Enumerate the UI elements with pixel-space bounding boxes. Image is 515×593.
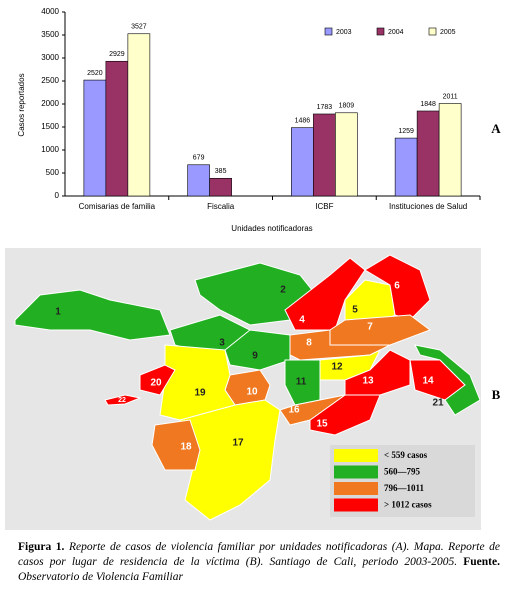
legend-swatch (334, 482, 378, 495)
region-label: 8 (306, 338, 312, 349)
legend-swatch (334, 449, 378, 462)
bar (127, 33, 151, 197)
region-label: 10 (246, 387, 258, 398)
region (14, 289, 171, 341)
y-axis-label: Casos reportados (17, 73, 26, 136)
y-tick-label: 2000 (41, 99, 59, 108)
bar (438, 103, 462, 197)
panel-label: B (492, 387, 501, 402)
region-label: 20 (150, 378, 162, 389)
bar (416, 110, 440, 197)
region (284, 257, 366, 331)
y-tick-label: 2500 (41, 76, 59, 85)
region-label: 22 (118, 397, 126, 404)
y-tick-label: 1000 (41, 145, 59, 154)
bar (209, 177, 232, 197)
value-label: 1783 (317, 104, 333, 111)
region-label: 19 (194, 388, 206, 399)
legend-label: > 1012 casos (384, 500, 432, 510)
region (139, 364, 176, 396)
bar (394, 137, 418, 197)
region (364, 254, 431, 321)
caption: Figura 1. Reporte de casos de violencia … (18, 540, 500, 585)
value-label: 1809 (339, 103, 355, 110)
region-label: 5 (352, 305, 358, 316)
value-label: 3527 (131, 24, 147, 31)
region (414, 344, 481, 416)
bar (313, 113, 336, 197)
bar (187, 164, 210, 197)
region-label: 18 (180, 442, 192, 453)
y-tick-label: 3000 (41, 53, 59, 62)
value-label: 1848 (420, 101, 436, 108)
y-tick-label: 500 (46, 168, 60, 177)
legend-label: 560—795 (384, 467, 421, 477)
x-tick-label: Instituciones de Salud (388, 202, 468, 211)
region (151, 419, 201, 471)
legend-label: 796—1011 (384, 483, 425, 493)
y-tick-label: 4000 (41, 7, 59, 16)
bar (291, 127, 314, 197)
y-tick-label: 0 (55, 191, 60, 200)
region-label: 4 (299, 315, 305, 326)
bar (105, 60, 129, 197)
region-label: 7 (367, 322, 373, 333)
region-label: 17 (232, 438, 244, 449)
region-label: 2 (280, 285, 286, 296)
region-label: 21 (432, 398, 444, 409)
legend-swatch (334, 465, 378, 479)
panel-label: A (491, 121, 501, 136)
region (104, 394, 142, 406)
region-label: 14 (422, 376, 434, 387)
caption-source: Observatorio de Violencia Familiar (18, 571, 183, 583)
map-legend: < 559 casos 560—795 796—1011 > 1012 casos (334, 449, 432, 512)
region-label: 9 (252, 351, 258, 362)
value-label: 2929 (109, 51, 125, 58)
x-tick-label: Fiscalia (207, 202, 235, 211)
region-label: 6 (394, 281, 400, 292)
value-label: 2011 (443, 93, 458, 100)
region (179, 399, 281, 521)
legend-label: 2004 (388, 29, 404, 36)
value-label: 679 (193, 155, 205, 162)
value-label: 1486 (295, 117, 311, 124)
region-label: 15 (316, 419, 328, 430)
legend-swatch (428, 27, 437, 36)
caption-text: Reporte de casos de violencia familiar p… (18, 541, 501, 568)
legend-label: 2003 (336, 29, 352, 36)
x-tick-label: Comisarias de familia (78, 202, 156, 211)
value-label: 1259 (398, 128, 414, 135)
region-label: 1 (55, 307, 61, 318)
region-label: 3 (219, 338, 225, 349)
value-label: 2520 (87, 70, 103, 77)
y-tick-label: 1500 (41, 122, 59, 131)
region-label: 13 (362, 376, 374, 387)
bar (83, 79, 107, 197)
caption-label: Figura 1. (18, 541, 65, 553)
region-label: 11 (296, 377, 307, 388)
region (159, 344, 236, 421)
region (279, 394, 346, 426)
region-label: 12 (331, 362, 343, 373)
legend-label: < 559 casos (384, 450, 428, 460)
y-tick-label: 3500 (41, 30, 59, 39)
legend-swatch (334, 498, 378, 512)
region-label: 16 (288, 405, 300, 416)
legend-label: 2005 (440, 29, 456, 36)
x-axis-label: Unidades notificadoras (231, 224, 312, 233)
value-label: 385 (215, 168, 227, 175)
bar (335, 112, 358, 197)
legend-swatch (376, 27, 385, 36)
x-tick-label: ICBF (315, 202, 334, 211)
caption-source-label: Fuente. (463, 556, 500, 568)
legend-swatch (324, 27, 333, 36)
